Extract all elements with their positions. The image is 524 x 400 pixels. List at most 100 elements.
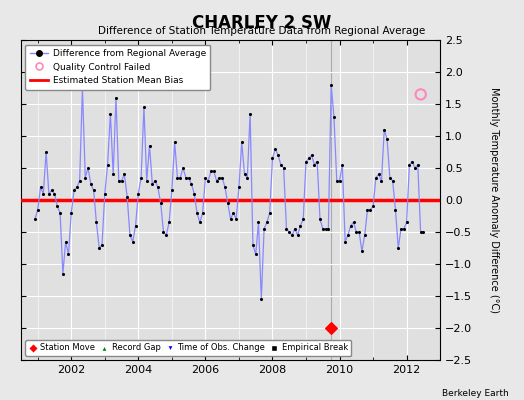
Point xyxy=(271,146,279,152)
Point xyxy=(36,184,45,190)
Point xyxy=(162,232,170,238)
Point xyxy=(383,136,391,142)
Point xyxy=(115,178,123,184)
Point xyxy=(159,229,168,235)
Point xyxy=(98,242,106,248)
Point xyxy=(277,162,285,168)
Point xyxy=(201,174,210,181)
Point xyxy=(84,165,92,171)
Point xyxy=(397,226,405,232)
Point xyxy=(120,171,128,178)
Point xyxy=(243,174,252,181)
Point xyxy=(346,222,355,229)
Point xyxy=(285,229,293,235)
Point xyxy=(103,162,112,168)
Point xyxy=(218,174,226,181)
Point xyxy=(212,178,221,184)
Point xyxy=(165,219,173,226)
Point xyxy=(224,200,232,206)
Point xyxy=(405,162,413,168)
Point xyxy=(59,270,67,277)
Point xyxy=(95,245,103,251)
Point xyxy=(145,142,154,149)
Point xyxy=(282,226,291,232)
Point xyxy=(369,203,377,210)
Point xyxy=(355,229,363,235)
Point xyxy=(81,174,90,181)
Point xyxy=(53,203,61,210)
Point xyxy=(400,226,408,232)
Point xyxy=(157,200,165,206)
Point xyxy=(199,210,207,216)
Point xyxy=(377,178,386,184)
Point xyxy=(86,181,95,187)
Point xyxy=(204,178,212,184)
Point xyxy=(128,238,137,245)
Point xyxy=(358,248,366,254)
Point xyxy=(226,216,235,222)
Point xyxy=(274,152,282,158)
Point xyxy=(288,232,296,238)
Point xyxy=(39,190,48,197)
Point xyxy=(327,325,335,331)
Point xyxy=(232,216,241,222)
Point xyxy=(338,162,346,168)
Point xyxy=(254,219,263,226)
Point xyxy=(372,174,380,181)
Y-axis label: Monthly Temperature Anomaly Difference (°C): Monthly Temperature Anomaly Difference (… xyxy=(489,87,499,313)
Point xyxy=(109,171,117,178)
Point xyxy=(42,149,50,155)
Point xyxy=(330,114,338,120)
Point xyxy=(402,219,411,226)
Point xyxy=(67,210,75,216)
Point xyxy=(268,155,277,162)
Point xyxy=(34,206,42,213)
Point xyxy=(341,238,350,245)
Point xyxy=(195,219,204,226)
Point xyxy=(310,162,319,168)
Point xyxy=(210,168,218,174)
Point xyxy=(101,190,109,197)
Point xyxy=(335,178,344,184)
Point xyxy=(73,184,81,190)
Point xyxy=(241,171,249,178)
Point xyxy=(179,165,187,171)
Point xyxy=(257,296,266,302)
Point xyxy=(394,245,402,251)
Point xyxy=(229,210,237,216)
Text: CHARLEY 2 SW: CHARLEY 2 SW xyxy=(192,14,332,32)
Point xyxy=(380,126,388,133)
Point xyxy=(361,232,369,238)
Point xyxy=(375,171,383,178)
Point xyxy=(132,222,140,229)
Point xyxy=(148,181,157,187)
Point xyxy=(184,174,193,181)
Legend: Station Move, Record Gap, Time of Obs. Change, Empirical Break: Station Move, Record Gap, Time of Obs. C… xyxy=(25,340,352,356)
Point xyxy=(263,219,271,226)
Point xyxy=(299,216,308,222)
Point xyxy=(313,158,321,165)
Point xyxy=(151,178,159,184)
Point xyxy=(31,216,39,222)
Point xyxy=(56,210,64,216)
Point xyxy=(408,158,417,165)
Text: Berkeley Earth: Berkeley Earth xyxy=(442,389,508,398)
Point xyxy=(112,94,120,101)
Point xyxy=(252,251,260,258)
Point xyxy=(302,158,310,165)
Point xyxy=(61,238,70,245)
Point xyxy=(78,85,86,91)
Point xyxy=(266,210,274,216)
Point xyxy=(75,178,84,184)
Point xyxy=(170,139,179,146)
Point xyxy=(344,232,352,238)
Point xyxy=(291,226,299,232)
Point xyxy=(417,229,425,235)
Point xyxy=(50,190,59,197)
Point xyxy=(352,229,361,235)
Point xyxy=(92,219,101,226)
Point xyxy=(316,216,324,222)
Point xyxy=(321,226,330,232)
Point xyxy=(143,178,151,184)
Point xyxy=(48,187,56,194)
